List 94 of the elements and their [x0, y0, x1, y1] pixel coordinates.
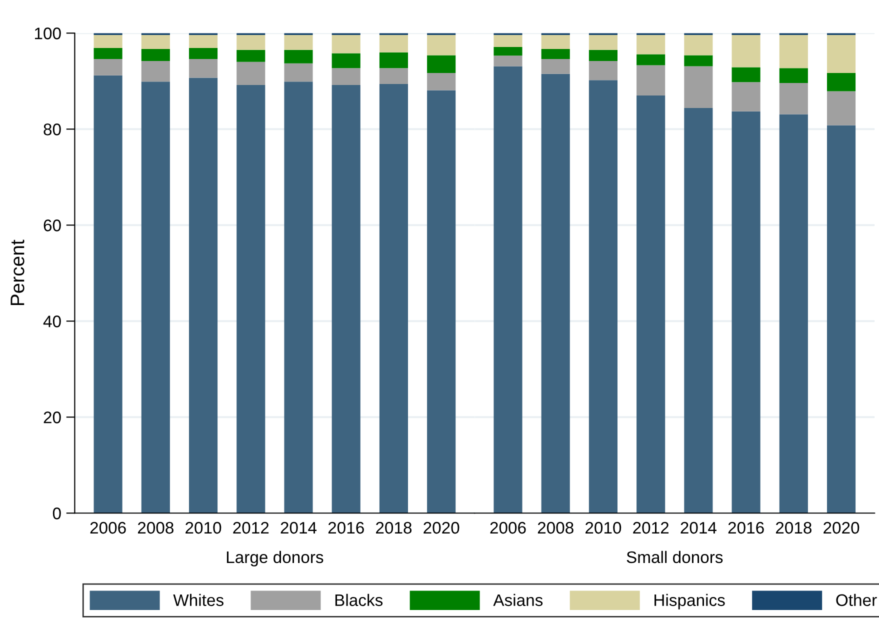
bar — [284, 35, 313, 50]
bar — [684, 66, 713, 108]
bar — [494, 66, 522, 514]
bar — [494, 47, 522, 56]
y-tick-label: 0 — [52, 508, 61, 520]
x-axis-title: Large donors — [226, 550, 324, 566]
bar — [379, 84, 408, 514]
bar — [427, 55, 456, 73]
x-tick-label: 2020 — [424, 522, 460, 534]
bar — [826, 91, 856, 126]
bar — [284, 82, 313, 514]
bar — [236, 84, 266, 514]
bar — [427, 35, 456, 56]
bar — [684, 108, 713, 514]
bar — [541, 35, 570, 49]
legend-label: Blacks — [335, 594, 383, 606]
bar — [636, 54, 666, 66]
bar — [541, 59, 570, 74]
bar — [236, 62, 266, 85]
x-tick-label: 2018 — [776, 522, 812, 534]
bar — [94, 59, 122, 76]
bar — [732, 35, 760, 68]
bar — [826, 125, 856, 514]
bar — [332, 84, 360, 514]
x-tick-label: 2010 — [186, 522, 222, 534]
x-tick-label: 2018 — [376, 522, 412, 534]
y-tick-label: 60 — [44, 220, 61, 232]
bar — [779, 114, 808, 514]
x-axis-title: Small donors — [626, 550, 723, 564]
legend-label: Hispanics — [654, 594, 725, 610]
bar — [494, 56, 522, 66]
legend-label: Asians — [493, 594, 543, 606]
bar — [141, 35, 170, 49]
x-tick-label: 2014 — [680, 522, 716, 534]
bar — [94, 48, 122, 60]
bar — [94, 75, 122, 514]
x-tick-label: 2008 — [138, 522, 174, 534]
legend-label: Other — [836, 594, 877, 606]
bar — [141, 60, 170, 82]
bar — [636, 96, 666, 514]
bar — [588, 60, 618, 80]
bar — [332, 68, 360, 85]
y-tick-label: 40 — [43, 316, 61, 328]
bar — [284, 63, 313, 82]
bar — [684, 35, 713, 56]
bar — [636, 35, 666, 54]
bar — [332, 35, 360, 54]
bar — [94, 35, 122, 48]
bar — [588, 50, 618, 61]
bar — [236, 50, 266, 62]
bar — [494, 35, 522, 48]
y-tick-label: 100 — [34, 28, 61, 40]
bar — [779, 68, 808, 84]
y-axis-title: Percent — [10, 240, 24, 306]
x-tick-label: 2010 — [586, 522, 622, 534]
x-tick-label: 2006 — [490, 522, 526, 534]
bar — [427, 90, 456, 514]
x-tick-label: 2016 — [728, 522, 764, 534]
bar — [427, 72, 456, 90]
bar — [826, 72, 856, 92]
bar — [188, 48, 218, 60]
y-tick-label: 80 — [44, 124, 61, 136]
bar — [284, 50, 313, 64]
y-tick-label: 20 — [44, 412, 61, 424]
bar — [188, 35, 218, 48]
bar — [541, 48, 570, 60]
bar — [779, 83, 808, 114]
bar — [684, 55, 713, 66]
bar — [779, 35, 808, 68]
x-tick-label: 2008 — [538, 522, 574, 534]
bar — [732, 67, 760, 82]
bar — [236, 35, 266, 50]
bar — [588, 35, 618, 50]
legend-label: Whites — [173, 594, 224, 606]
bar — [588, 80, 618, 514]
x-tick-label: 2006 — [90, 522, 126, 534]
x-tick-label: 2020 — [824, 522, 860, 534]
bar — [826, 35, 856, 73]
x-tick-label: 2012 — [633, 522, 669, 534]
bar — [636, 65, 666, 96]
bar — [732, 82, 760, 112]
bar — [141, 82, 170, 514]
bar — [188, 78, 218, 514]
bar — [379, 52, 408, 68]
bar — [732, 111, 760, 514]
bar — [188, 59, 218, 78]
bar — [141, 48, 170, 61]
bar — [541, 74, 570, 514]
bar — [332, 53, 360, 68]
x-tick-label: 2016 — [328, 522, 364, 534]
bar — [379, 68, 408, 84]
x-tick-label: 2014 — [280, 522, 317, 534]
x-tick-label: 2012 — [233, 522, 269, 534]
bar — [379, 35, 408, 52]
